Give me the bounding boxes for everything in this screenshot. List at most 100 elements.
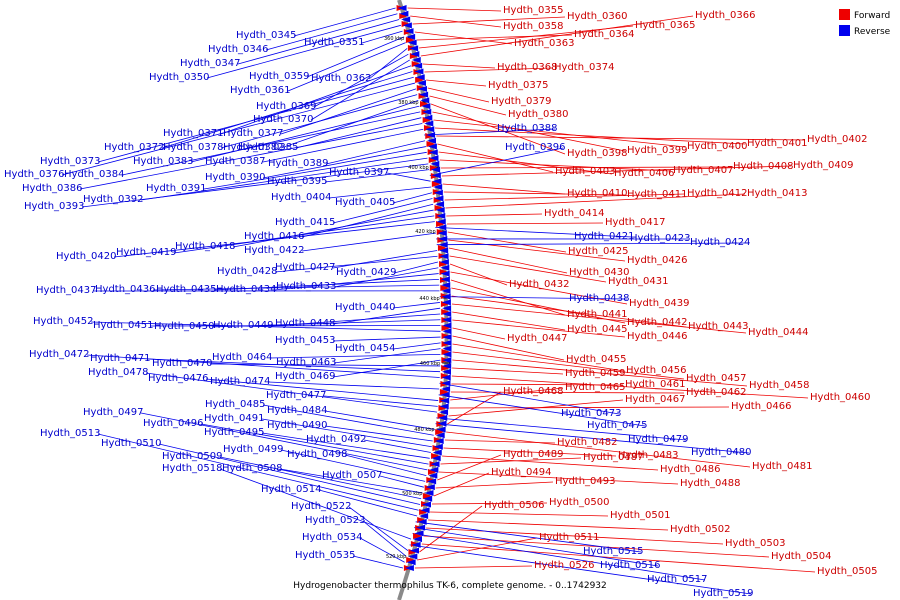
fwd-gene-label[interactable]: Hydth_0494	[491, 467, 552, 478]
rev-gene-label[interactable]: Hydth_0421	[574, 231, 635, 242]
fwd-gene-label[interactable]: Hydth_0443	[688, 321, 749, 332]
fwd-gene-label[interactable]: Hydth_0364	[574, 29, 635, 40]
rev-gene-label[interactable]: Hydth_0507	[322, 470, 383, 481]
fwd-gene-label[interactable]: Hydth_0511	[539, 532, 600, 543]
fwd-gene-label[interactable]: Hydth_0461	[625, 379, 686, 390]
fwd-gene-label[interactable]: Hydth_0368	[497, 62, 558, 73]
fwd-gene-label[interactable]: Hydth_0400	[687, 141, 748, 152]
fwd-gene-label[interactable]: Hydth_0425	[568, 246, 629, 257]
fwd-gene-label[interactable]: Hydth_0409	[793, 160, 854, 171]
rev-gene-label[interactable]: Hydth_0440	[335, 302, 396, 313]
rev-gene-label[interactable]: Hydth_0361	[230, 85, 291, 96]
rev-gene-label[interactable]: Hydth_0346	[208, 44, 269, 55]
fwd-gene-label[interactable]: Hydth_0447	[507, 333, 568, 344]
rev-gene-label[interactable]: Hydth_0378	[163, 142, 224, 153]
rev-gene-label[interactable]: Hydth_0405	[335, 197, 396, 208]
fwd-gene-label[interactable]: Hydth_0467	[625, 394, 686, 405]
rev-gene-label[interactable]: Hydth_0473	[561, 408, 622, 419]
fwd-gene-label[interactable]: Hydth_0360	[567, 11, 628, 22]
rev-gene-label[interactable]: Hydth_0523	[305, 515, 366, 526]
fwd-gene-label[interactable]: Hydth_0468	[503, 386, 564, 397]
fwd-gene-label[interactable]: Hydth_0444	[748, 327, 809, 338]
rev-gene-label[interactable]: Hydth_0427	[275, 262, 336, 273]
rev-gene-label[interactable]: Hydth_0418	[175, 241, 236, 252]
rev-gene-label[interactable]: Hydth_0515	[583, 546, 644, 557]
rev-gene-label[interactable]: Hydth_0397	[329, 167, 390, 178]
rev-gene-label[interactable]: Hydth_0453	[275, 335, 336, 346]
rev-gene-label[interactable]: Hydth_0429	[336, 267, 397, 278]
rev-gene-label[interactable]: Hydth_0474	[210, 376, 271, 387]
rev-gene-label[interactable]: Hydth_0382	[223, 142, 284, 153]
rev-gene-label[interactable]: Hydth_0514	[261, 484, 322, 495]
rev-gene-label[interactable]: Hydth_0392	[83, 194, 144, 205]
fwd-gene-label[interactable]: Hydth_0355	[503, 5, 564, 16]
fwd-gene-label[interactable]: Hydth_0502	[670, 524, 731, 535]
rev-gene-label[interactable]: Hydth_0419	[116, 247, 177, 258]
rev-gene-label[interactable]: Hydth_0475	[587, 420, 648, 431]
rev-gene-label[interactable]: Hydth_0359	[249, 71, 310, 82]
rev-gene-label[interactable]: Hydth_0373	[40, 156, 101, 167]
rev-gene-label[interactable]: Hydth_0499	[223, 444, 284, 455]
fwd-gene-label[interactable]: Hydth_0486	[660, 464, 721, 475]
rev-gene-label[interactable]: Hydth_0395	[267, 176, 328, 187]
rev-gene-label[interactable]: Hydth_0490	[267, 420, 328, 431]
fwd-gene-label[interactable]: Hydth_0410	[567, 188, 628, 199]
rev-gene-label[interactable]: Hydth_0477	[266, 390, 327, 401]
fwd-gene-label[interactable]: Hydth_0398	[567, 148, 628, 159]
rev-gene-label[interactable]: Hydth_0484	[267, 405, 328, 416]
fwd-gene-label[interactable]: Hydth_0506	[484, 500, 545, 511]
rev-gene-label[interactable]: Hydth_0436	[95, 284, 156, 295]
rev-gene-label[interactable]: Hydth_0433	[276, 281, 337, 292]
fwd-gene-label[interactable]: Hydth_0411	[627, 189, 688, 200]
fwd-gene-label[interactable]: Hydth_0379	[491, 96, 552, 107]
fwd-gene-label[interactable]: Hydth_0501	[610, 510, 671, 521]
rev-gene-label[interactable]: Hydth_0362	[311, 73, 372, 84]
fwd-gene-label[interactable]: Hydth_0399	[627, 145, 688, 156]
rev-gene-label[interactable]: Hydth_0385	[238, 142, 299, 153]
rev-gene-label[interactable]: Hydth_0513	[40, 428, 101, 439]
rev-gene-label[interactable]: Hydth_0372	[104, 142, 165, 153]
rev-gene-label[interactable]: Hydth_0519	[693, 588, 754, 599]
rev-gene-label[interactable]: Hydth_0491	[204, 413, 265, 424]
fwd-gene-label[interactable]: Hydth_0442	[627, 317, 688, 328]
rev-gene-label[interactable]: Hydth_0517	[647, 574, 708, 585]
fwd-gene-label[interactable]: Hydth_0504	[771, 551, 832, 562]
rev-gene-label[interactable]: Hydth_0516	[600, 560, 661, 571]
rev-gene-label[interactable]: Hydth_0480	[691, 447, 752, 458]
rev-gene-label[interactable]: Hydth_0390	[205, 172, 266, 183]
rev-gene-label[interactable]: Hydth_0424	[690, 237, 751, 248]
fwd-gene-label[interactable]: Hydth_0483	[618, 450, 679, 461]
rev-gene-label[interactable]: Hydth_0388	[497, 123, 558, 134]
fwd-gene-label[interactable]: Hydth_0401	[747, 138, 808, 149]
fwd-gene-label[interactable]: Hydth_0460	[810, 392, 871, 403]
fwd-gene-label[interactable]: Hydth_0459	[565, 368, 626, 379]
rev-gene-label[interactable]: Hydth_0345	[236, 30, 297, 41]
rev-gene-label[interactable]: Hydth_0451	[93, 320, 154, 331]
rev-gene-label[interactable]: Hydth_0472	[29, 349, 90, 360]
fwd-gene-label[interactable]: Hydth_0500	[549, 497, 610, 508]
rev-gene-label[interactable]: Hydth_0492	[306, 434, 367, 445]
fwd-gene-label[interactable]: Hydth_0441	[567, 309, 628, 320]
fwd-gene-label[interactable]: Hydth_0456	[626, 365, 687, 376]
rev-gene-label[interactable]: Hydth_0498	[287, 449, 348, 460]
rev-gene-label[interactable]: Hydth_0464	[212, 352, 273, 363]
fwd-gene-label[interactable]: Hydth_0365	[635, 20, 696, 31]
fwd-gene-label[interactable]: Hydth_0493	[555, 476, 616, 487]
rev-gene-label[interactable]: Hydth_0384	[64, 169, 125, 180]
rev-gene-label[interactable]: Hydth_0518	[162, 463, 223, 474]
rev-gene-label[interactable]: Hydth_0535	[295, 550, 356, 561]
rev-gene-label[interactable]: Hydth_0383	[133, 156, 194, 167]
fwd-gene-label[interactable]: Hydth_0408	[733, 161, 794, 172]
fwd-gene-label[interactable]: Hydth_0488	[680, 478, 741, 489]
fwd-gene-label[interactable]: Hydth_0455	[566, 354, 627, 365]
fwd-gene-label[interactable]: Hydth_0503	[725, 538, 786, 549]
rev-gene-label[interactable]: Hydth_0470	[152, 358, 213, 369]
rev-gene-label[interactable]: Hydth_0454	[335, 343, 396, 354]
rev-gene-label[interactable]: Hydth_0386	[22, 183, 83, 194]
rev-gene-label[interactable]: Hydth_0510	[101, 438, 162, 449]
rev-gene-label[interactable]: Hydth_0522	[291, 501, 352, 512]
fwd-gene-label[interactable]: Hydth_0458	[749, 380, 810, 391]
fwd-gene-label[interactable]: Hydth_0457	[686, 373, 747, 384]
fwd-gene-label[interactable]: Hydth_0402	[807, 134, 868, 145]
